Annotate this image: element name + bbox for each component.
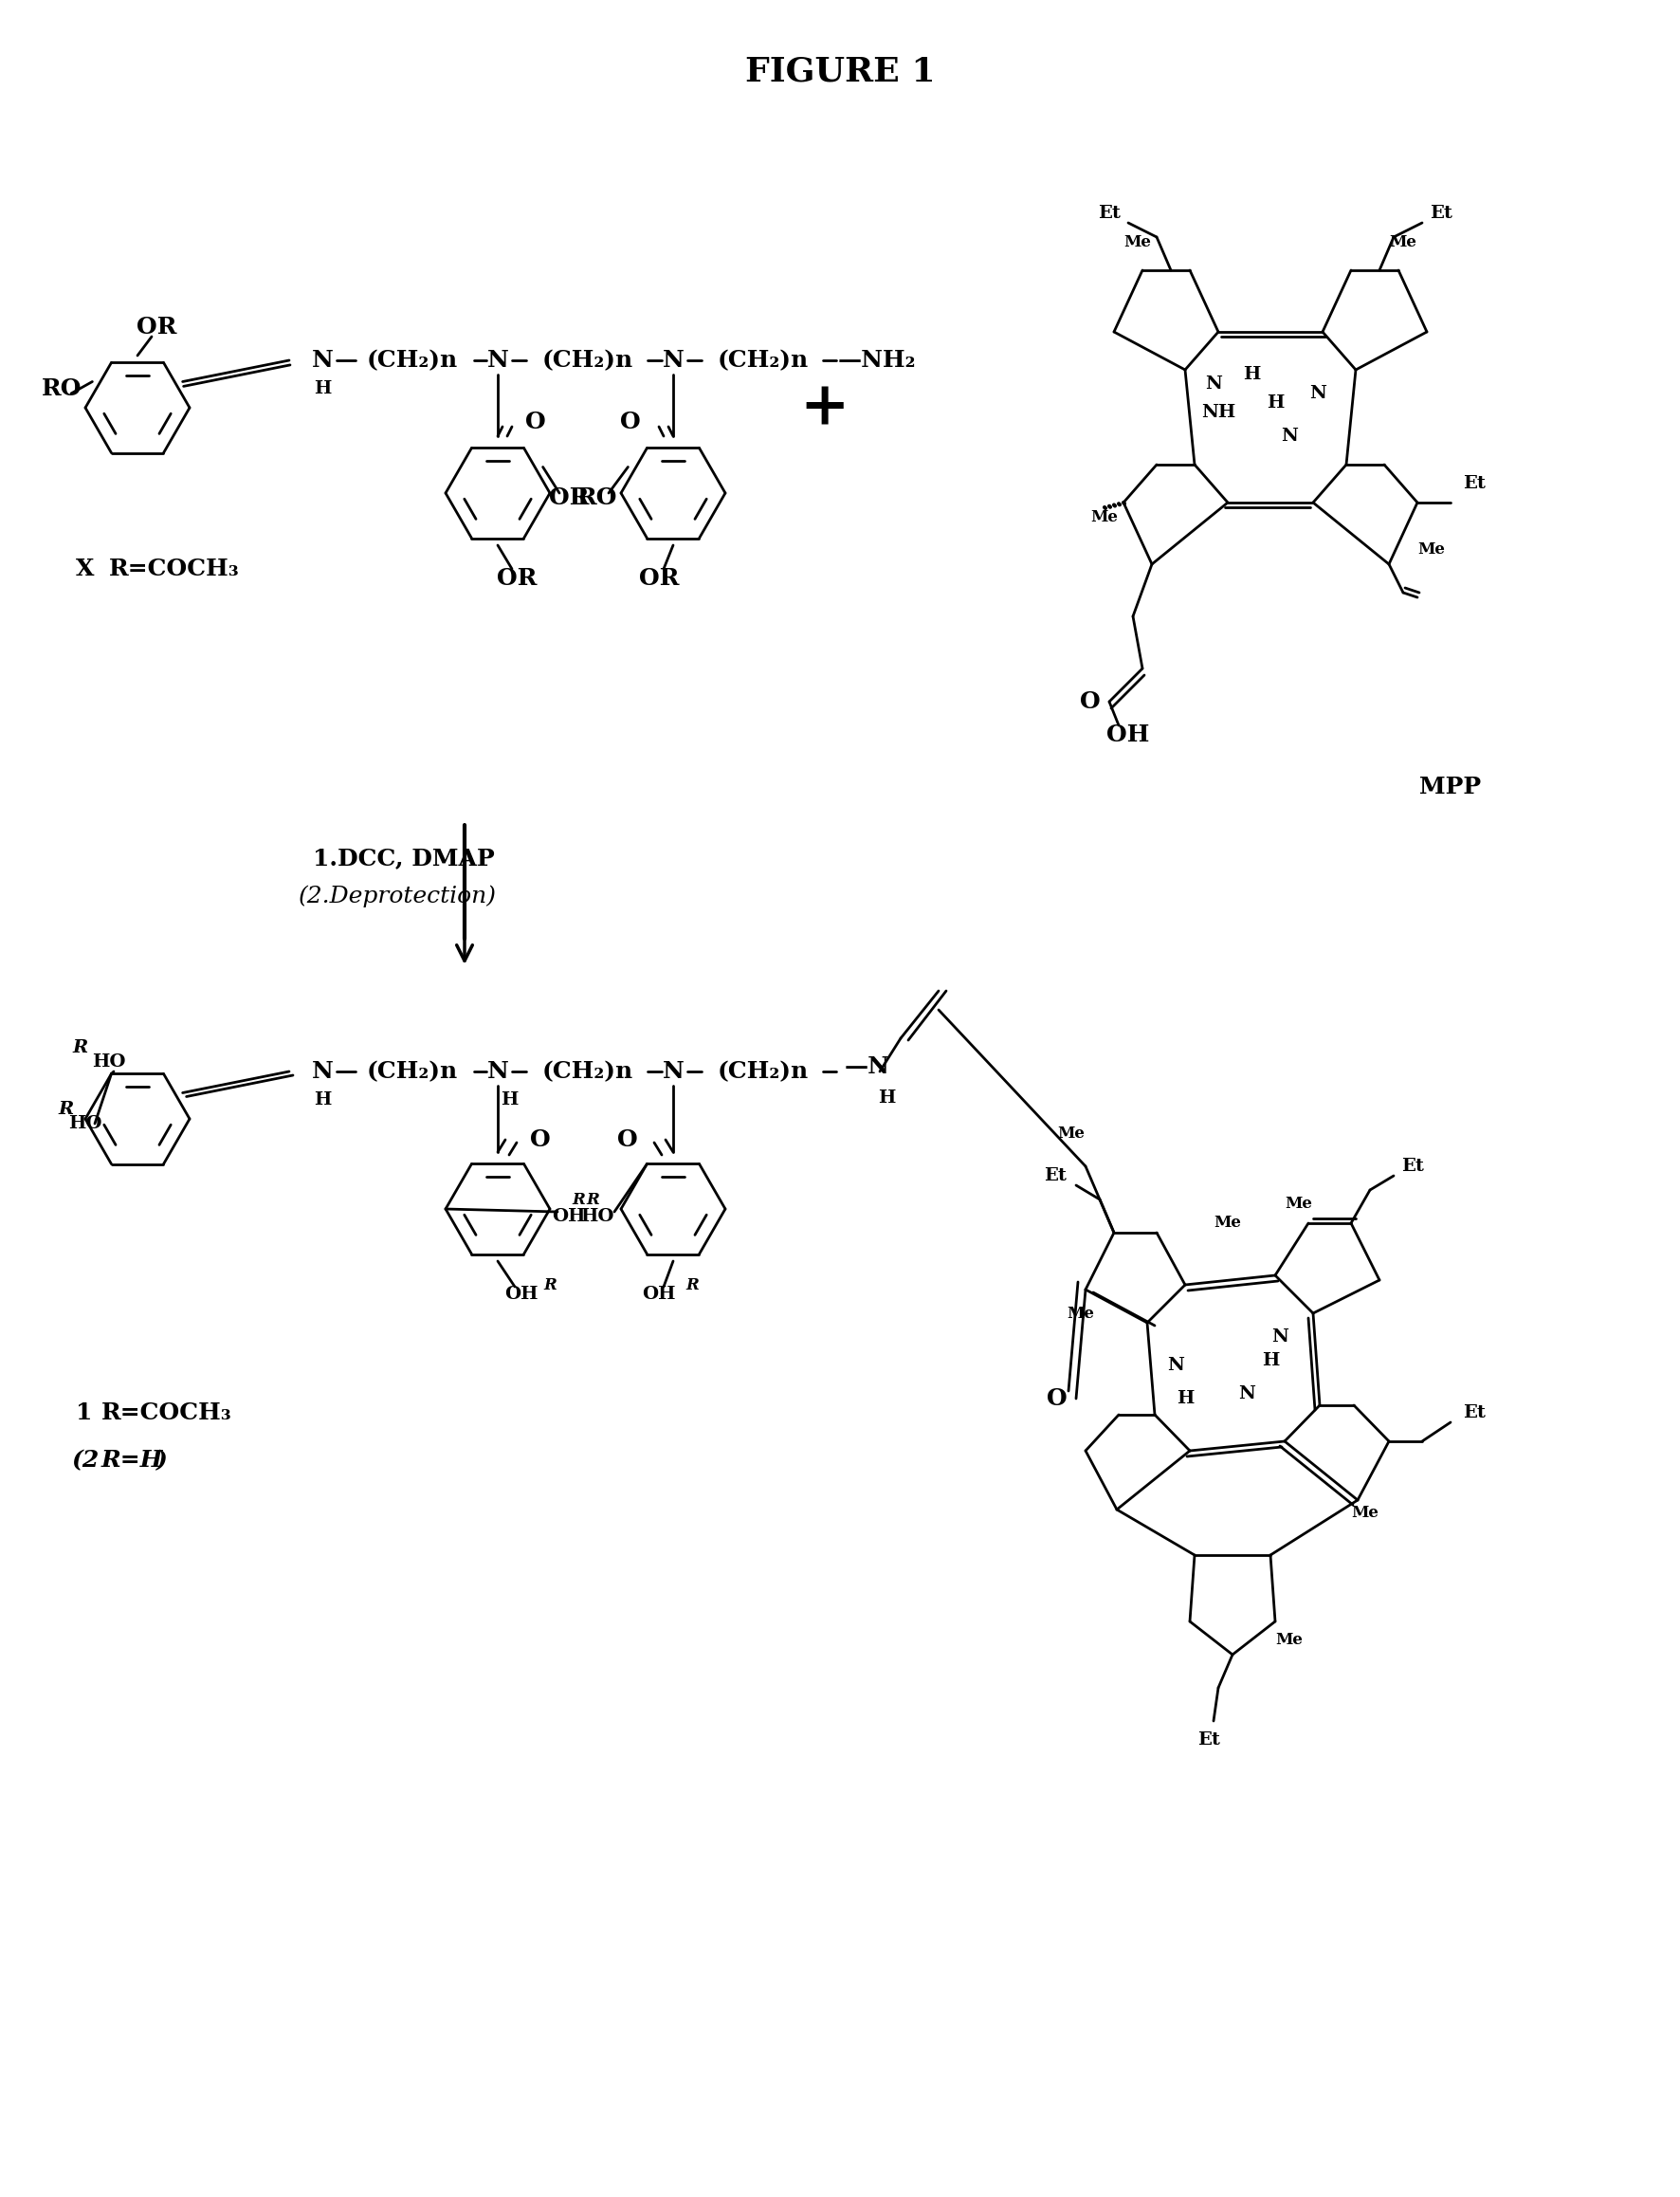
Text: N: N — [1238, 1386, 1255, 1402]
Text: R: R — [543, 1276, 556, 1292]
Text: (2.Deprotection): (2.Deprotection) — [299, 885, 497, 907]
Text: +: + — [800, 378, 850, 437]
Text: O: O — [531, 1129, 551, 1151]
Text: Et: Et — [1099, 204, 1121, 222]
Text: R=COCH₃: R=COCH₃ — [101, 1402, 232, 1424]
Text: Et: Et — [1463, 475, 1485, 492]
Text: Me: Me — [1285, 1195, 1312, 1213]
Text: Me: Me — [1215, 1215, 1242, 1230]
Text: (CH₂)n: (CH₂)n — [366, 1061, 459, 1083]
Text: H: H — [877, 1090, 895, 1107]
Text: HO: HO — [581, 1208, 615, 1226]
Text: Me: Me — [1067, 1305, 1094, 1320]
Text: N: N — [1280, 428, 1299, 444]
Text: Et: Et — [1401, 1158, 1425, 1175]
Text: OR: OR — [638, 567, 679, 589]
Text: O: O — [1047, 1386, 1067, 1410]
Text: Me: Me — [1389, 233, 1416, 250]
Text: Me: Me — [1418, 543, 1445, 558]
Text: NH: NH — [1201, 404, 1235, 422]
Text: Me: Me — [1351, 1505, 1379, 1520]
Text: X: X — [76, 558, 94, 580]
Text: OH: OH — [553, 1208, 586, 1226]
Text: (CH₂)n: (CH₂)n — [543, 349, 633, 371]
Text: H: H — [314, 380, 331, 398]
Text: R: R — [59, 1101, 74, 1118]
Text: (CH₂)n: (CH₂)n — [543, 1061, 633, 1083]
Text: (2: (2 — [71, 1448, 99, 1472]
Text: H: H — [501, 1092, 517, 1109]
Text: R: R — [685, 1276, 699, 1292]
Text: R=COCH₃: R=COCH₃ — [109, 558, 240, 580]
Text: N: N — [487, 1061, 509, 1083]
Text: Et: Et — [1043, 1167, 1067, 1184]
Text: OH: OH — [1107, 723, 1149, 747]
Text: RO: RO — [42, 378, 82, 400]
Text: OR: OR — [136, 316, 176, 338]
Text: Me: Me — [1058, 1125, 1085, 1140]
Text: OH: OH — [642, 1285, 675, 1303]
Text: OR: OR — [497, 567, 538, 589]
Text: 1: 1 — [76, 1402, 92, 1424]
Text: Et: Et — [1463, 1404, 1485, 1421]
Text: (CH₂)n: (CH₂)n — [717, 349, 808, 371]
Text: N: N — [1272, 1329, 1289, 1345]
Text: N: N — [662, 349, 684, 371]
Text: (CH₂)n: (CH₂)n — [366, 349, 459, 371]
Text: N: N — [311, 1061, 333, 1083]
Text: R: R — [571, 1191, 585, 1208]
Text: Me: Me — [1090, 510, 1119, 525]
Text: H: H — [1262, 1351, 1278, 1369]
Text: OR: OR — [549, 486, 590, 510]
Text: Et: Et — [1430, 204, 1453, 222]
Text: N: N — [1309, 384, 1326, 402]
Text: R: R — [72, 1039, 89, 1057]
Text: H: H — [314, 1092, 331, 1109]
Text: OH: OH — [504, 1285, 538, 1303]
Text: Me: Me — [1275, 1632, 1304, 1648]
Text: H: H — [1176, 1391, 1194, 1406]
Text: ): ) — [156, 1448, 168, 1472]
Text: O: O — [526, 411, 546, 433]
Text: HO: HO — [92, 1052, 126, 1070]
Text: R: R — [586, 1191, 600, 1208]
Text: N: N — [487, 349, 509, 371]
Text: Me: Me — [1124, 233, 1151, 250]
Text: O: O — [620, 411, 640, 433]
Text: N: N — [1168, 1358, 1184, 1373]
Text: H: H — [1243, 367, 1260, 382]
Text: (CH₂)n: (CH₂)n — [717, 1061, 808, 1083]
Text: R=H: R=H — [101, 1448, 163, 1472]
Text: FIGURE 1: FIGURE 1 — [744, 55, 936, 88]
Text: O: O — [617, 1129, 638, 1151]
Text: O: O — [1080, 690, 1100, 714]
Text: N: N — [311, 349, 333, 371]
Text: RO: RO — [578, 486, 618, 510]
Text: HO: HO — [69, 1116, 102, 1131]
Text: N: N — [662, 1061, 684, 1083]
Text: H: H — [1267, 395, 1284, 411]
Text: —N: —N — [845, 1055, 890, 1079]
Text: N: N — [1205, 376, 1221, 393]
Text: —NH₂: —NH₂ — [838, 349, 916, 371]
Text: MPP: MPP — [1420, 776, 1482, 798]
Text: 1.DCC, DMAP: 1.DCC, DMAP — [312, 846, 494, 870]
Text: Et: Et — [1198, 1731, 1220, 1749]
